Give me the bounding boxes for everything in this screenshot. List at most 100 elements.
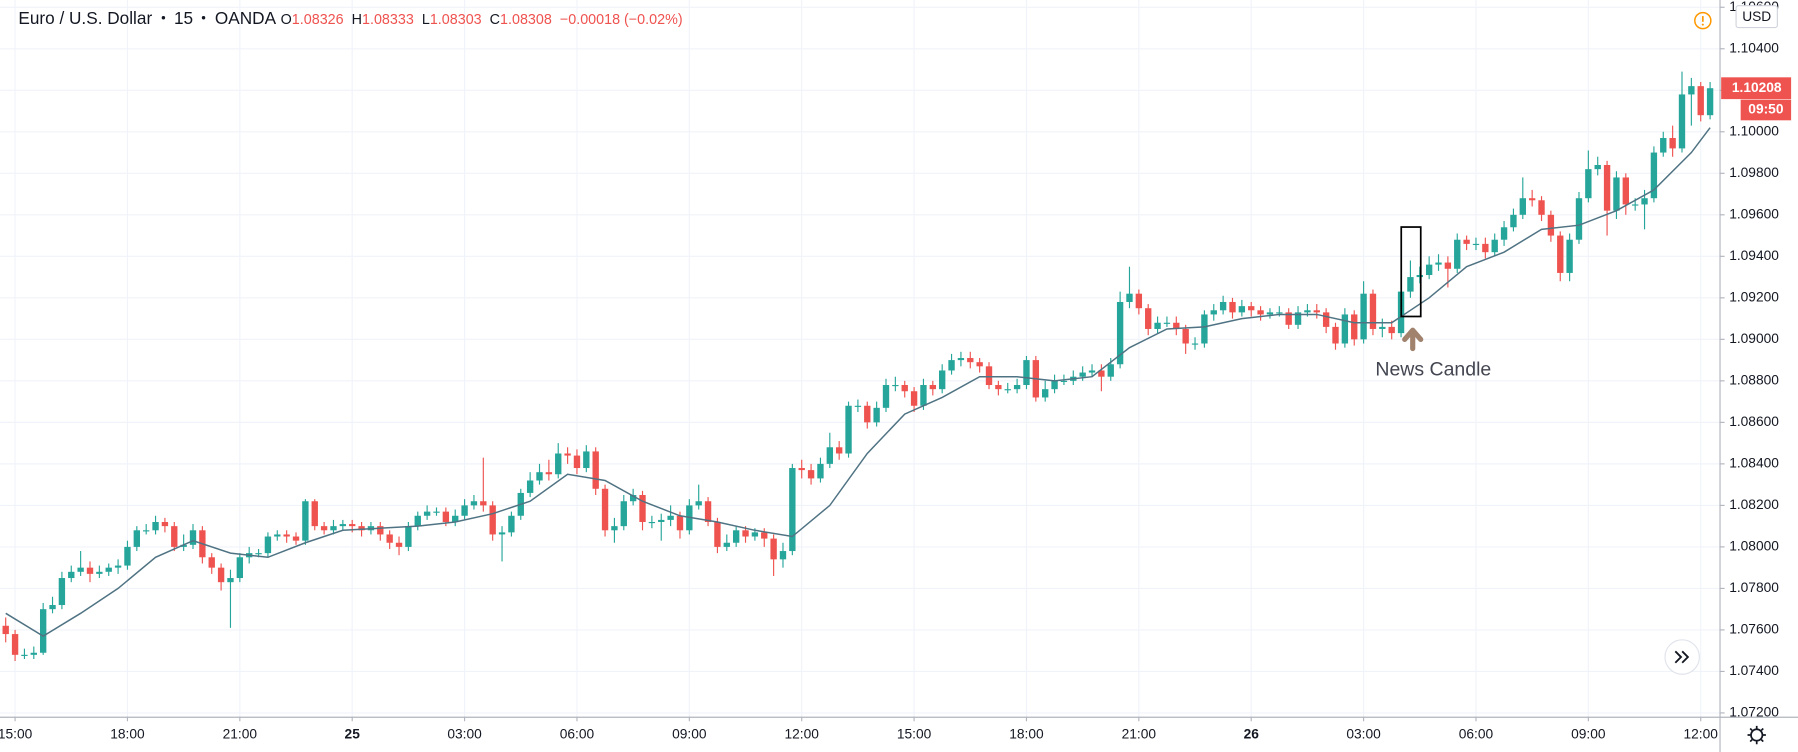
candle-body	[217, 567, 225, 583]
candle-body	[1650, 152, 1658, 199]
candle-body	[1013, 385, 1021, 390]
candle-body	[1379, 326, 1386, 329]
legend: Euro / U.S. Dollar 15 OANDA O1.08326 H1.0…	[18, 9, 690, 28]
candle-body	[985, 366, 993, 386]
candle-body	[1023, 360, 1030, 386]
x-tick-label: 25	[345, 727, 361, 742]
candle-body	[873, 407, 880, 423]
exchange: OANDA	[214, 9, 277, 29]
candle-body	[742, 530, 749, 537]
separator	[202, 16, 206, 20]
candle-body	[21, 654, 28, 656]
candle-body	[695, 501, 702, 506]
candle-body	[480, 501, 487, 506]
y-tick-label: 1.10000	[1729, 123, 1779, 138]
candle-body	[761, 532, 768, 539]
candle-body	[1454, 239, 1461, 269]
candle-body	[30, 652, 37, 655]
candle-body	[161, 521, 169, 527]
candle-body	[86, 567, 94, 574]
candle-body	[1238, 306, 1246, 313]
x-tick-label: 06:00	[560, 727, 595, 742]
candle-body	[976, 362, 983, 367]
y-tick-label: 1.09600	[1729, 206, 1779, 221]
candle-body	[1500, 227, 1508, 240]
candle-body	[1510, 214, 1517, 228]
candle-body	[423, 511, 431, 516]
candle-body	[545, 472, 553, 475]
candle-body	[573, 455, 581, 469]
candle-body	[620, 501, 627, 527]
ohlc-value: 1.08303	[429, 11, 482, 28]
candle-body	[583, 451, 590, 469]
candle-body	[826, 447, 833, 464]
warning-icon[interactable]	[1694, 11, 1712, 30]
candle-body	[536, 472, 543, 481]
candle-body	[779, 551, 787, 560]
candle-body	[377, 526, 384, 535]
candle-body	[854, 405, 862, 407]
y-tick-label: 1.09800	[1729, 165, 1779, 180]
candle-body	[264, 536, 272, 554]
candle-body	[255, 553, 262, 555]
candle-body	[49, 605, 56, 610]
candle-body	[1154, 322, 1161, 329]
candle-body	[1332, 326, 1339, 344]
x-tick-label: 06:00	[1459, 727, 1494, 742]
candle-body	[1547, 214, 1555, 236]
candle-body	[967, 358, 974, 363]
candle-body	[58, 578, 66, 606]
candle-body	[835, 447, 843, 454]
candle-body	[957, 358, 965, 361]
candle-body	[1519, 198, 1526, 215]
candle-body	[171, 526, 178, 547]
x-tick-label: 09:00	[1571, 727, 1606, 742]
candle-body	[798, 468, 805, 471]
candle-body	[1360, 293, 1367, 340]
candle-body	[330, 526, 337, 531]
candle-body	[508, 515, 515, 533]
y-tick-label: 1.08200	[1729, 497, 1779, 512]
highlight-box	[1400, 226, 1422, 318]
ohlc-key: C	[489, 11, 501, 28]
candle-body	[1557, 235, 1564, 273]
settings-icon[interactable]	[1750, 728, 1764, 742]
candle-body	[892, 385, 899, 387]
x-tick-label: 12:00	[785, 727, 820, 742]
candle-body	[208, 557, 215, 568]
y-tick-label: 1.09200	[1729, 289, 1779, 304]
currency-box[interactable]	[1735, 5, 1778, 29]
candle-body	[1163, 322, 1171, 324]
candle-body	[1425, 264, 1433, 276]
candle-body	[564, 453, 571, 456]
candle-body	[1145, 308, 1152, 329]
candle-body	[1594, 165, 1601, 170]
candle-body	[639, 495, 646, 522]
ohlc-value: 1.08308	[500, 11, 552, 28]
candle-body	[939, 370, 946, 390]
candle-body	[1660, 138, 1667, 153]
ohlc-key: O	[280, 11, 292, 28]
scroll-icon	[1674, 650, 1690, 664]
candle-body	[526, 480, 534, 493]
ohlc-key: H	[351, 11, 363, 28]
candle-body	[292, 536, 300, 541]
candle-body	[358, 526, 365, 531]
ohlc-value: 1.08326	[291, 11, 344, 28]
candle-body	[1491, 239, 1498, 253]
candle-body	[433, 511, 440, 513]
candle-body	[1528, 198, 1536, 201]
candle-body	[1688, 86, 1695, 95]
candle-body	[461, 505, 468, 516]
candle-body	[1313, 310, 1320, 313]
candle-body	[442, 511, 450, 522]
candle-body	[124, 546, 131, 566]
candle-body	[667, 515, 674, 520]
candle-body	[1266, 312, 1274, 315]
candle-body	[676, 515, 684, 531]
candle-body	[1697, 86, 1704, 116]
candle-body	[180, 544, 187, 547]
candle-body	[1294, 312, 1302, 325]
candle-body	[77, 567, 84, 572]
